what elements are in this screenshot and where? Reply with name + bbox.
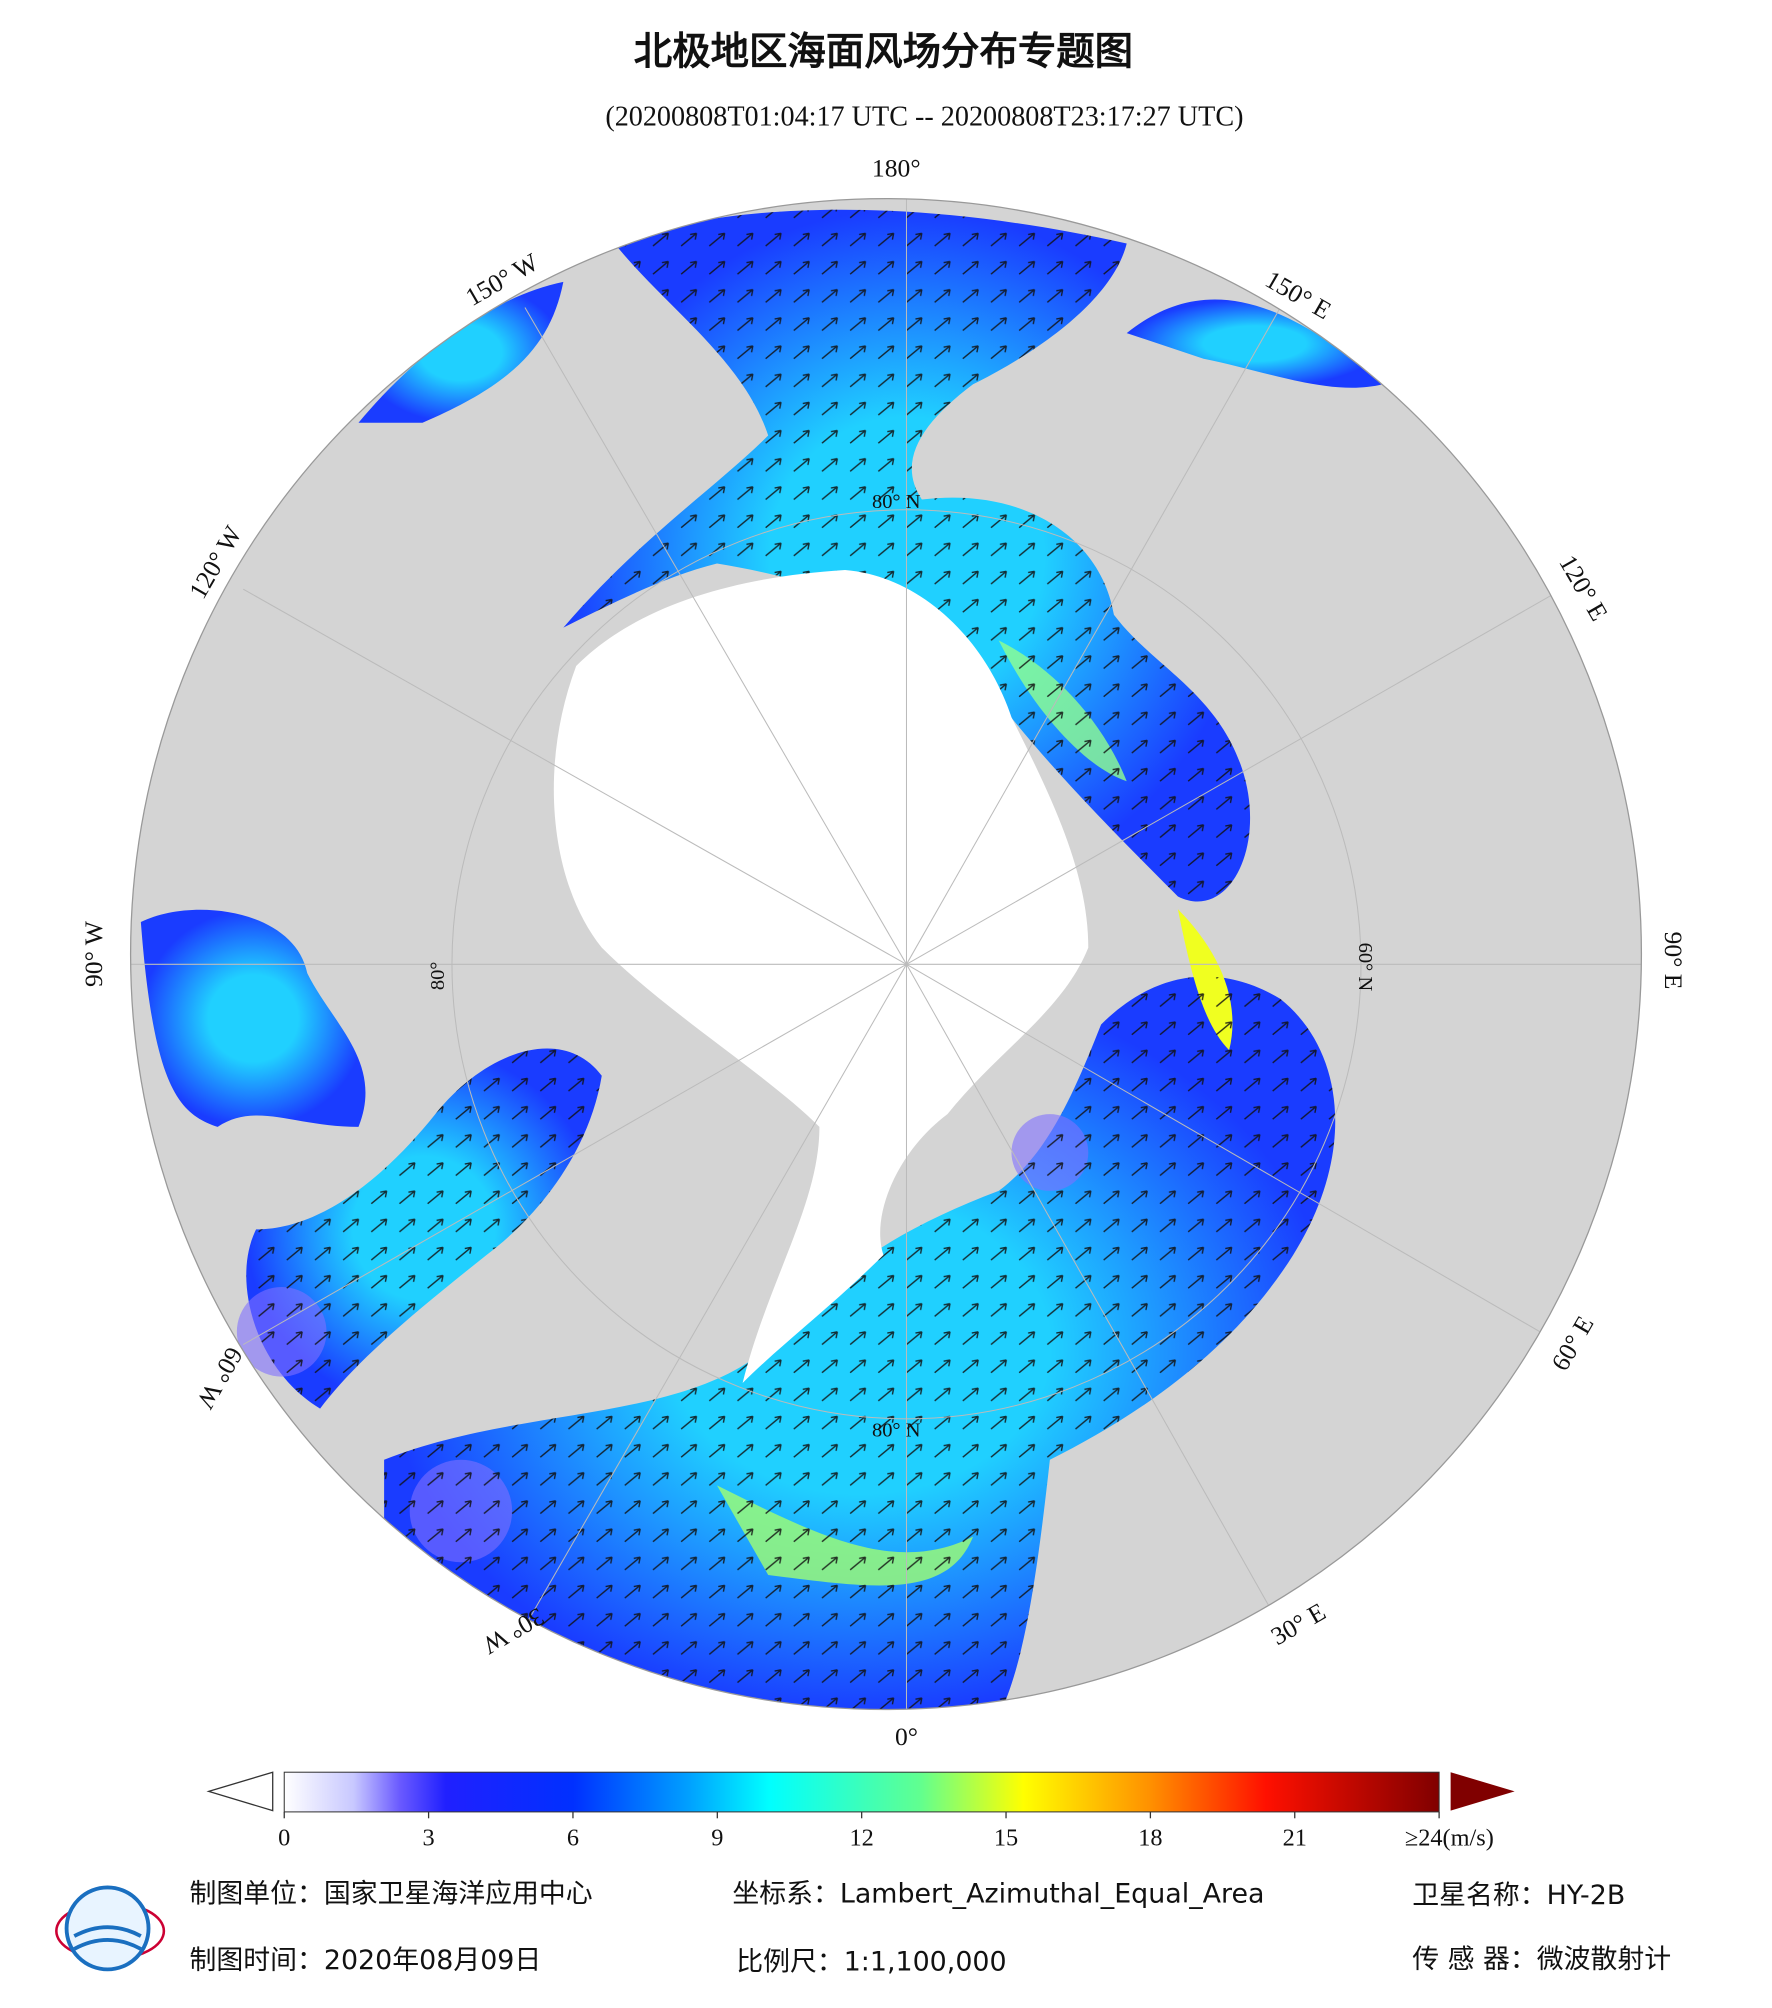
footer-sensor: 传 感 器：微波散射计 (1412, 1944, 1671, 1975)
longitude-label: 90° E (1659, 932, 1688, 990)
longitude-label: 0° (895, 1722, 918, 1751)
latitude-label: 80° N (872, 491, 921, 513)
footer-coords: 坐标系：Lambert_Azimuthal_Equal_Area (732, 1879, 1264, 1910)
colorbar (283, 1771, 1440, 1813)
colorbar-ticks: 0 3 6 9 12 15 18 21 ≥24(m/s) (278, 1811, 1494, 1852)
colorbar-tick-label: 18 (1138, 1825, 1162, 1852)
map-border (129, 198, 1643, 1711)
colorbar-tick-label: 12 (850, 1825, 874, 1852)
longitude-label: 90° W (79, 920, 108, 987)
colorbar-tick-label: 21 (1283, 1825, 1307, 1852)
footer-satellite: 卫星名称：HY-2B (1412, 1880, 1625, 1911)
graticule (130, 198, 1642, 1710)
longitude-label: 30° E (1266, 1597, 1331, 1651)
longitude-label: 180° (872, 153, 921, 182)
latitude-label: 80° N (872, 1419, 921, 1441)
sea-ice (553, 569, 1089, 1383)
colorbar-tick-label: 15 (994, 1825, 1018, 1852)
subtitle: (20200808T01:04:17 UTC -- 20200808T23:17… (605, 102, 1243, 133)
footer: 制图单位：国家卫星海洋应用中心 坐标系：Lambert_Azimuthal_Eq… (189, 1879, 1671, 1978)
colorbar-tick-label: 6 (567, 1825, 579, 1852)
colorbar-tick-label: 0 (278, 1825, 290, 1852)
longitude-label: 120° E (1553, 550, 1613, 626)
colorbar-under (206, 1771, 274, 1812)
footer-date: 制图时间：2020年08月09日 (189, 1945, 541, 1976)
map (130, 198, 1642, 1710)
footer-unit: 制图单位：国家卫星海洋应用中心 (189, 1879, 592, 1910)
logo (55, 1885, 166, 1972)
colorbar-tick-label: 3 (423, 1825, 435, 1852)
colorbar-tick-label: 9 (711, 1825, 723, 1852)
colorbar-tick-label: ≥24(m/s) (1405, 1825, 1494, 1852)
latitude-label: 60° N (1354, 943, 1376, 992)
title: 北极地区海面风场分布专题图 (634, 29, 1133, 74)
footer-scale: 比例尺：1:1,100,000 (736, 1946, 1006, 1977)
longitude-label: 60° E (1546, 1311, 1600, 1376)
longitude-label: 60° W (190, 1342, 248, 1414)
colorbar-over (1450, 1772, 1515, 1811)
latitude-label: 80° (427, 962, 449, 991)
